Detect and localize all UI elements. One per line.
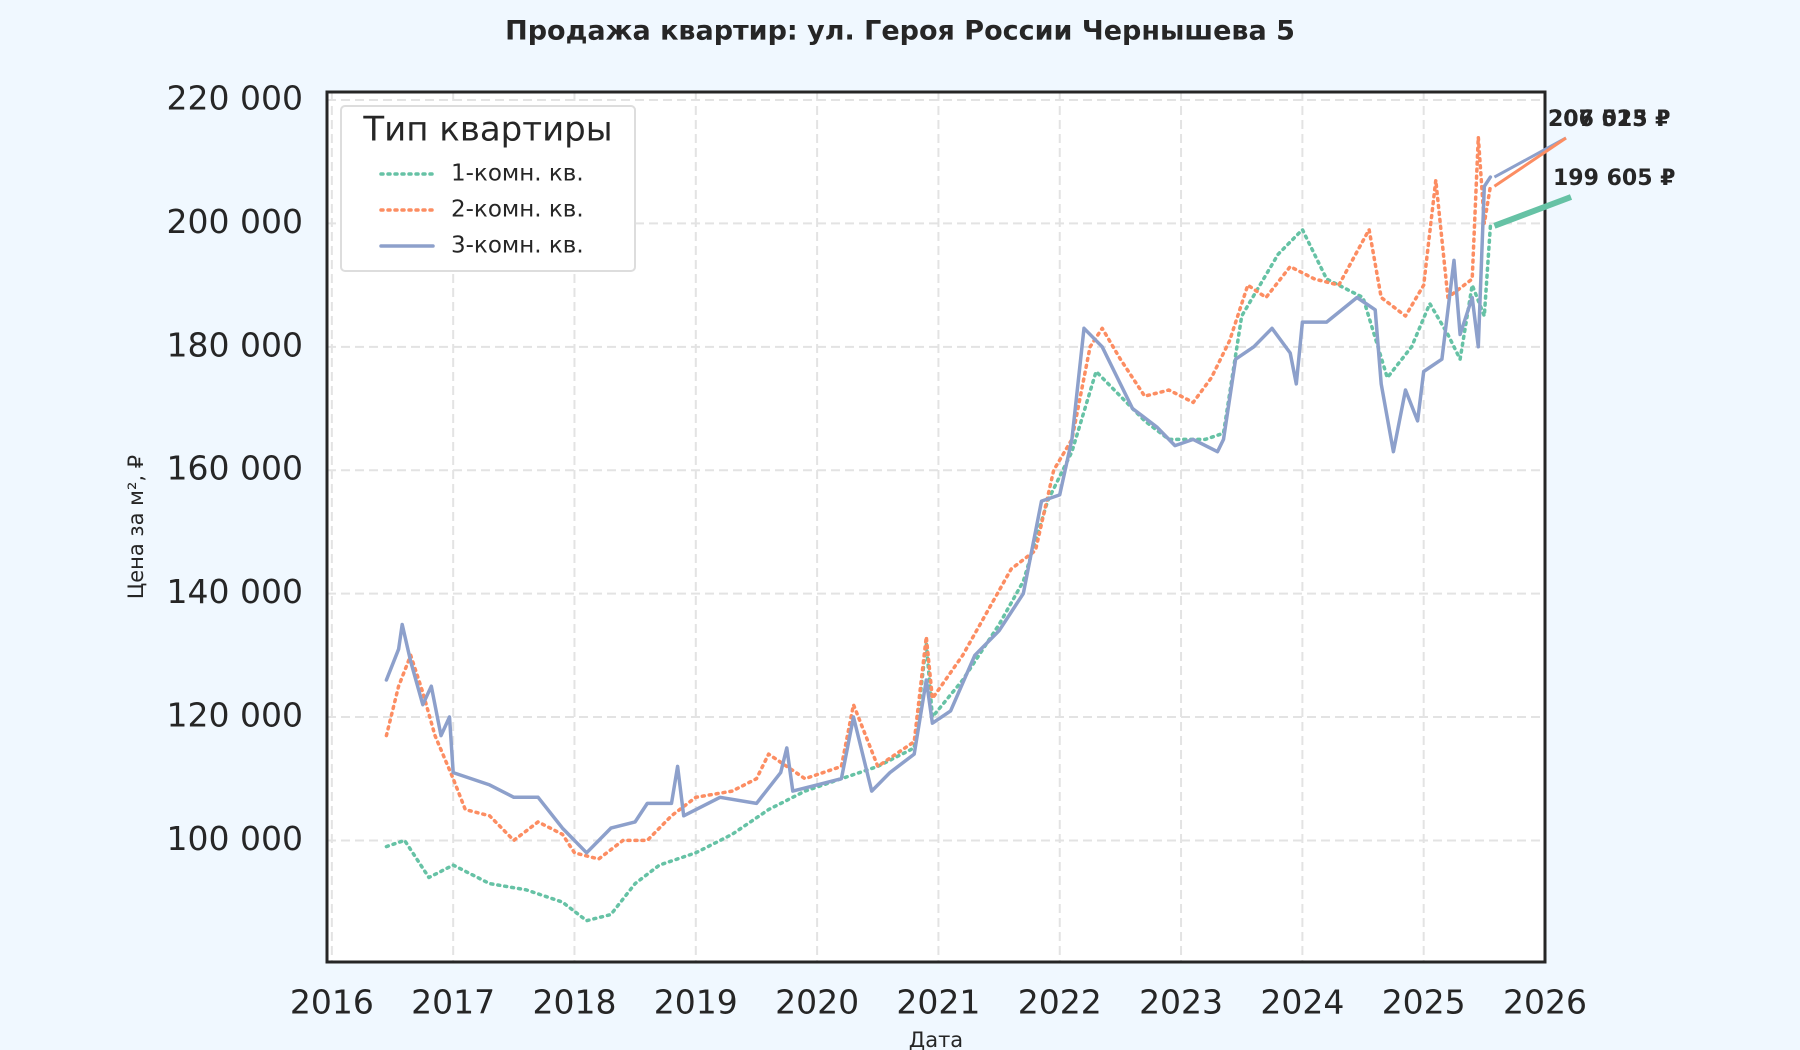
legend-label: 2-комн. кв. [451,197,584,223]
series-line [384,175,1493,855]
chart-title: Продажа квартир: ул. Героя России Черныш… [505,16,1295,47]
y-tick-label: 180 000 [167,325,303,364]
legend-title: Тип квартиры [362,110,612,150]
x-tick-label: 2026 [1503,983,1587,1022]
series-line [384,135,1493,861]
annotation-arrow [1493,194,1573,229]
x-tick-label: 2018 [532,983,616,1022]
x-tick-label: 2016 [290,983,374,1022]
annotation-label: 206 023 ₽ [1548,107,1670,132]
annotation-arrow [1493,136,1567,188]
y-axis-label: Цена за м², ₽ [124,455,148,599]
legend-label: 1-комн. кв. [451,161,584,187]
y-tick-label: 120 000 [167,696,303,735]
x-tick-label: 2017 [411,983,495,1022]
legend-label: 3-комн. кв. [451,233,584,259]
x-tick-label: 2019 [654,983,738,1022]
series-line [384,224,1493,923]
y-tick-label: 140 000 [167,572,303,611]
y-tick-label: 200 000 [167,202,303,241]
x-tick-label: 2023 [1139,983,1223,1022]
x-tick-label: 2025 [1382,983,1466,1022]
x-tick-label: 2024 [1260,983,1344,1022]
x-tick-label: 2022 [1018,983,1102,1022]
x-tick-label: 2020 [775,983,859,1022]
x-axis-label: Дата [909,1028,963,1050]
x-tick-label: 2021 [896,983,980,1022]
y-tick-label: 220 000 [167,79,303,118]
plot-frame [325,90,1547,964]
annotation-label: 199 605 ₽ [1553,166,1675,191]
y-tick-label: 100 000 [167,819,303,858]
y-tick-label: 160 000 [167,449,303,488]
annotation-label: 207 515 ₽ [1548,107,1670,132]
legend-box [340,105,636,272]
